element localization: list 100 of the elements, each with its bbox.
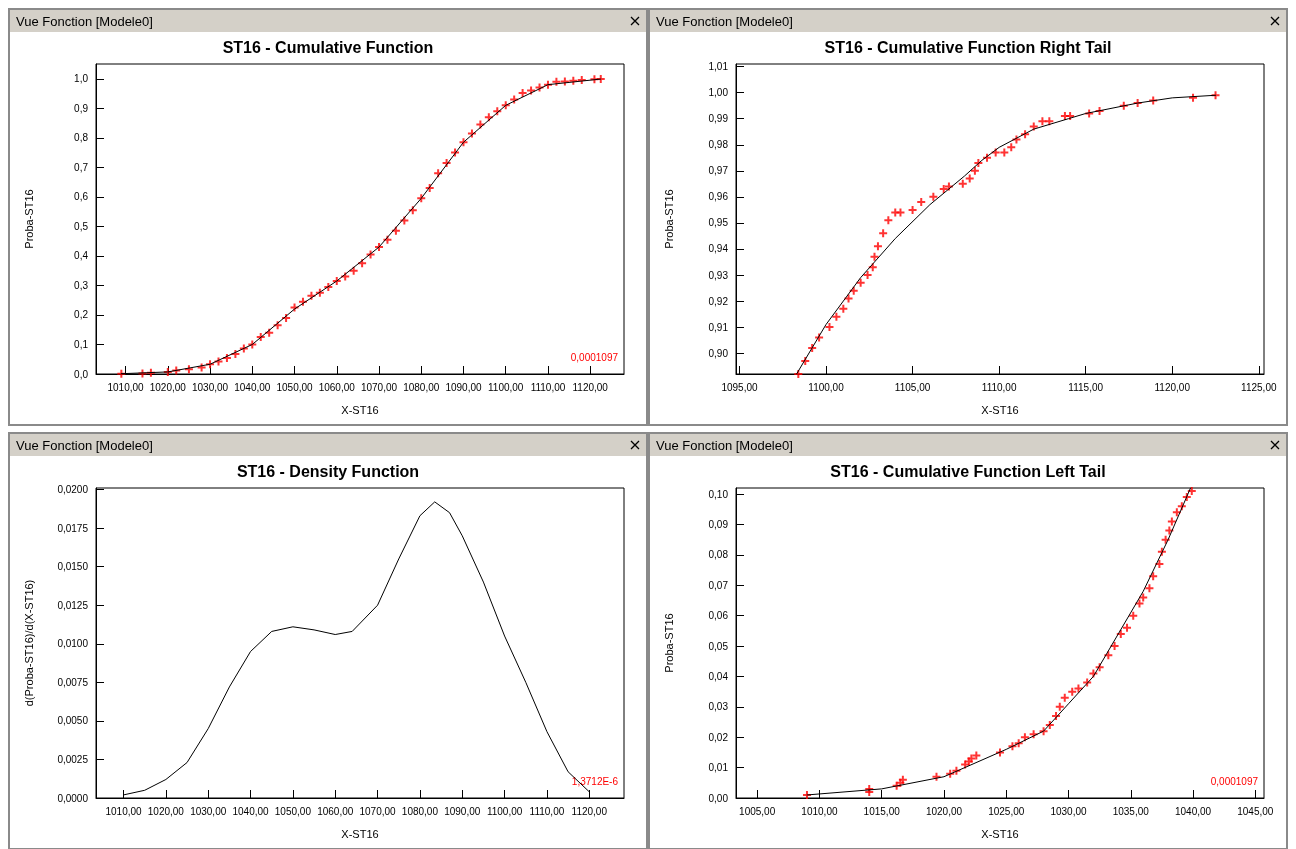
x-tick-label: 1050,00: [276, 381, 314, 393]
chart-title: ST16 - Cumulative Function Right Tail: [824, 38, 1112, 56]
x-tick-label: 1095,00: [721, 381, 758, 393]
y-tick-label: 0,94: [708, 243, 729, 255]
x-tick-label: 1045,00: [1237, 805, 1274, 817]
y-tick-label: 0,91: [708, 321, 729, 333]
text: Vue Fonction [Modele0]: [16, 13, 153, 29]
x-tick-label: 1030,00: [191, 381, 229, 393]
y-axis-title: Proba-ST16: [662, 613, 675, 673]
y-tick-label: 0,0025: [57, 753, 89, 765]
x-tick-label: 1040,00: [1174, 805, 1212, 817]
y-tick-label: 0,05: [708, 640, 729, 652]
y-axis-title: d(Proba-ST16)/d(X-ST16): [22, 579, 35, 707]
y-tick-label: 0,99: [708, 113, 729, 125]
chart-title: ST16 - Cumulative Function: [222, 38, 434, 56]
y-tick-label: 0,07: [708, 579, 729, 591]
x-tick-label: 1120,00: [571, 805, 608, 817]
x-tick-label: 1020,00: [149, 381, 187, 393]
text: Vue Fonction [Modele0]: [656, 13, 793, 29]
y-axis-title: Proba-ST16: [22, 189, 35, 249]
annotation: 0,0001097: [1210, 775, 1259, 787]
x-tick-label: 1005,00: [739, 805, 776, 817]
x-tick-label: 1060,00: [318, 381, 356, 393]
y-tick-label: 0,0150: [57, 561, 89, 573]
x-tick-label: 1030,00: [190, 805, 227, 817]
y-tick-label: 0,0000: [57, 792, 89, 804]
annotation: 0,0001097: [570, 351, 619, 363]
x-tick-label: 1100,00: [486, 805, 523, 817]
y-tick-label: 0,06: [708, 610, 729, 622]
y-tick-label: 1,0: [74, 73, 89, 85]
y-tick-label: 0,0200: [57, 484, 89, 496]
text: Vue Fonction [Modele0]: [656, 437, 793, 453]
x-tick-label: 1020,00: [147, 805, 185, 817]
x-axis-title: X-ST16: [981, 827, 1019, 840]
x-tick-label: 1010,00: [801, 805, 838, 817]
x-tick-label: 1105,00: [894, 381, 931, 393]
x-tick-label: 1050,00: [274, 805, 312, 817]
x-tick-label: 1090,00: [445, 381, 482, 393]
x-tick-label: 1020,00: [925, 805, 963, 817]
y-tick-label: 0,0075: [57, 676, 89, 688]
x-tick-label: 1120,00: [1154, 381, 1191, 393]
y-tick-label: 0,98: [708, 139, 729, 151]
x-axis-title: X-ST16: [981, 403, 1019, 416]
y-tick-label: 0,1: [74, 338, 89, 350]
x-tick-label: 1100,00: [808, 381, 845, 393]
y-tick-label: 0,90: [708, 347, 729, 359]
y-axis-title: Proba-ST16: [662, 189, 675, 249]
x-tick-label: 1090,00: [444, 805, 481, 817]
y-tick-label: 0,01: [708, 762, 729, 774]
x-tick-label: 1035,00: [1112, 805, 1150, 817]
x-tick-label: 1040,00: [234, 381, 271, 393]
chart-title: ST16 - Cumulative Function Left Tail: [830, 462, 1106, 480]
y-tick-label: 0,0175: [57, 522, 89, 534]
y-tick-label: 0,97: [708, 165, 729, 177]
x-tick-label: 1120,00: [572, 381, 609, 393]
text: Vue Fonction [Modele0]: [16, 437, 153, 453]
y-tick-label: 0,95: [708, 217, 729, 229]
x-tick-label: 1125,00: [1241, 381, 1277, 393]
x-tick-label: 1070,00: [360, 381, 398, 393]
x-tick-label: 1110,00: [981, 381, 1017, 393]
chart-title: ST16 - Density Function: [236, 462, 420, 480]
y-tick-label: 1,01: [708, 61, 729, 73]
y-tick-label: 0,02: [708, 731, 729, 743]
x-axis-title: X-ST16: [341, 827, 379, 840]
y-tick-label: 0,4: [74, 250, 89, 262]
x-tick-label: 1110,00: [529, 805, 565, 817]
x-tick-label: 1080,00: [403, 381, 440, 393]
y-tick-label: 0,0100: [57, 638, 89, 650]
y-tick-label: 0,96: [708, 191, 729, 203]
y-tick-label: 0,10: [708, 488, 729, 500]
y-tick-label: 0,3: [74, 279, 89, 291]
y-tick-label: 0,0125: [57, 599, 89, 611]
y-tick-label: 0,7: [74, 161, 89, 173]
y-tick-label: 0,04: [708, 670, 729, 682]
x-tick-label: 1025,00: [988, 805, 1025, 817]
x-tick-label: 1015,00: [863, 805, 901, 817]
y-tick-label: 0,9: [74, 102, 89, 114]
x-tick-label: 1010,00: [107, 381, 145, 393]
y-tick-label: 0,8: [74, 132, 89, 144]
y-tick-label: 0,2: [74, 309, 89, 321]
y-tick-label: 0,0050: [57, 715, 89, 727]
x-tick-label: 1060,00: [317, 805, 354, 817]
x-tick-label: 1110,00: [530, 381, 566, 393]
x-tick-label: 1030,00: [1050, 805, 1087, 817]
y-tick-label: 0,6: [74, 191, 89, 203]
y-tick-label: 0,03: [708, 701, 729, 713]
x-tick-label: 1010,00: [105, 805, 143, 817]
x-axis-title: X-ST16: [341, 403, 379, 416]
x-tick-label: 1115,00: [1068, 381, 1104, 393]
x-tick-label: 1070,00: [359, 805, 397, 817]
y-tick-label: 0,0: [74, 368, 89, 380]
y-tick-label: 1,00: [708, 87, 729, 99]
x-tick-label: 1100,00: [488, 381, 524, 393]
y-tick-label: 0,08: [708, 549, 729, 561]
y-tick-label: 0,5: [74, 220, 89, 232]
y-tick-label: 0,93: [708, 269, 729, 281]
x-tick-label: 1080,00: [401, 805, 439, 817]
y-tick-label: 0,00: [708, 792, 729, 804]
y-tick-label: 0,09: [708, 518, 729, 530]
y-tick-label: 0,92: [708, 295, 729, 307]
